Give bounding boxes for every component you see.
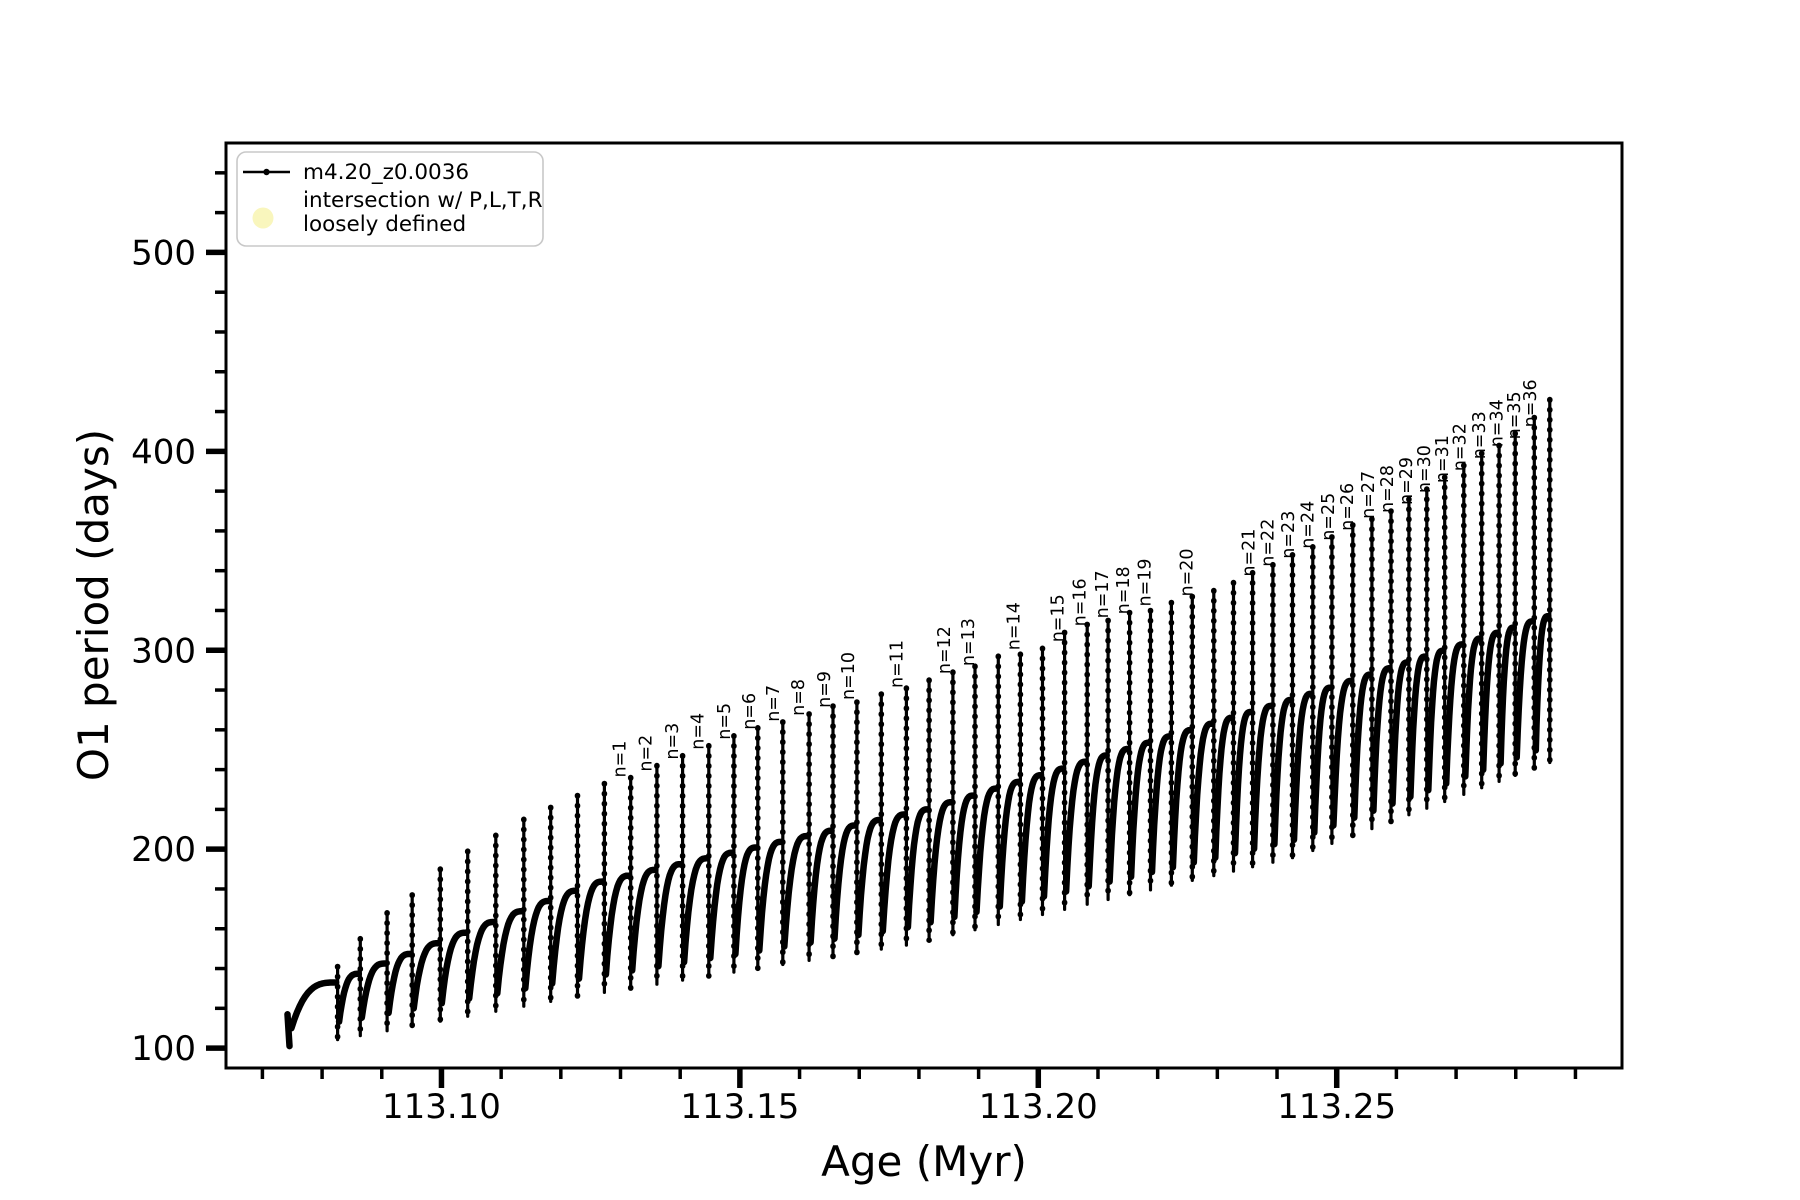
y-tick-label: 200 <box>131 830 196 870</box>
x-tick-label: 113.25 <box>1277 1087 1396 1127</box>
pulse-label: n=22 <box>1259 519 1279 567</box>
pulse-label: n=30 <box>1415 445 1435 493</box>
pulse-label: n=27 <box>1359 471 1379 519</box>
pulse-label: n=4 <box>689 713 709 750</box>
pulse-label: n=6 <box>740 693 760 730</box>
pulse-label: n=31 <box>1433 435 1453 483</box>
pulse-label: n=25 <box>1319 493 1339 541</box>
legend-box <box>236 151 544 247</box>
pulse-label: n=7 <box>764 685 784 722</box>
pulse-label: n=9 <box>815 671 835 708</box>
pulse-label: n=20 <box>1177 548 1197 596</box>
pulse-label: n=24 <box>1299 501 1319 549</box>
pulse-label: n=34 <box>1488 399 1508 447</box>
data-series-layer <box>284 396 1553 1050</box>
legend-intersection-label-line2: loosely defined <box>303 212 466 237</box>
y-tick-label: 400 <box>131 432 196 472</box>
pulse-label: n=12 <box>935 626 955 674</box>
pulse-label: n=8 <box>789 679 809 716</box>
pulse-label: n=32 <box>1451 423 1471 471</box>
legend: m4.20_z0.0036 intersection w/ P,L,T,R lo… <box>236 151 544 247</box>
axes-ticks: 113.10 113.15 113.20 113.25 100 200 300 400 500 <box>131 171 1578 1127</box>
y-tick-label: 300 <box>131 631 196 671</box>
pulse-label: n=16 <box>1071 578 1091 626</box>
legend-series-label: m4.20_z0.0036 <box>303 160 469 185</box>
x-tick-label: 113.20 <box>979 1087 1098 1127</box>
pulse-label: n=2 <box>637 735 657 772</box>
plot-spines <box>224 141 1624 1070</box>
y-axis-label: O1 period (days) <box>69 429 118 781</box>
pulse-label: n=28 <box>1378 465 1398 513</box>
legend-intersection-label-line1: intersection w/ P,L,T,R <box>303 188 543 213</box>
pulse-label: n=36 <box>1521 379 1541 427</box>
pulse-label: n=10 <box>839 652 859 700</box>
pulse-label: n=11 <box>887 640 907 688</box>
pulse-label: n=21 <box>1240 529 1260 577</box>
pulse-label: n=29 <box>1397 457 1417 505</box>
pulse-label: n=3 <box>663 723 683 760</box>
pulse-label: n=14 <box>1004 602 1024 650</box>
pulse-label: n=23 <box>1279 511 1299 559</box>
pulse-label: n=19 <box>1136 558 1156 606</box>
legend-intersection-marker-icon <box>252 207 274 229</box>
pulse-label: n=17 <box>1093 570 1113 618</box>
pulse-label: n=35 <box>1505 391 1525 439</box>
y-tick-label: 100 <box>131 1029 196 1069</box>
pulse-label: n=26 <box>1338 483 1358 531</box>
series-arc-path <box>284 612 1552 1050</box>
legend-line-dot-icon <box>263 168 270 176</box>
pulse-label: n=1 <box>610 741 630 778</box>
pulse-label: n=13 <box>959 618 979 666</box>
pulse-label: n=15 <box>1049 594 1069 642</box>
series-marker-dots <box>334 396 1553 1043</box>
pulse-label: n=33 <box>1470 411 1490 459</box>
pulse-label: n=18 <box>1114 566 1134 614</box>
x-axis-label: Age (Myr) <box>821 1137 1027 1186</box>
x-tick-label: 113.10 <box>382 1087 501 1127</box>
pulse-labels-layer: n=1 n=2 n=3 n=4 n=5 n=6 n=7 n=8 n=9 n=10 n=11 n=12 n… <box>610 379 1541 777</box>
pulse-label: n=5 <box>715 703 735 740</box>
y-tick-label: 500 <box>131 233 196 273</box>
x-tick-label: 113.15 <box>680 1087 799 1127</box>
